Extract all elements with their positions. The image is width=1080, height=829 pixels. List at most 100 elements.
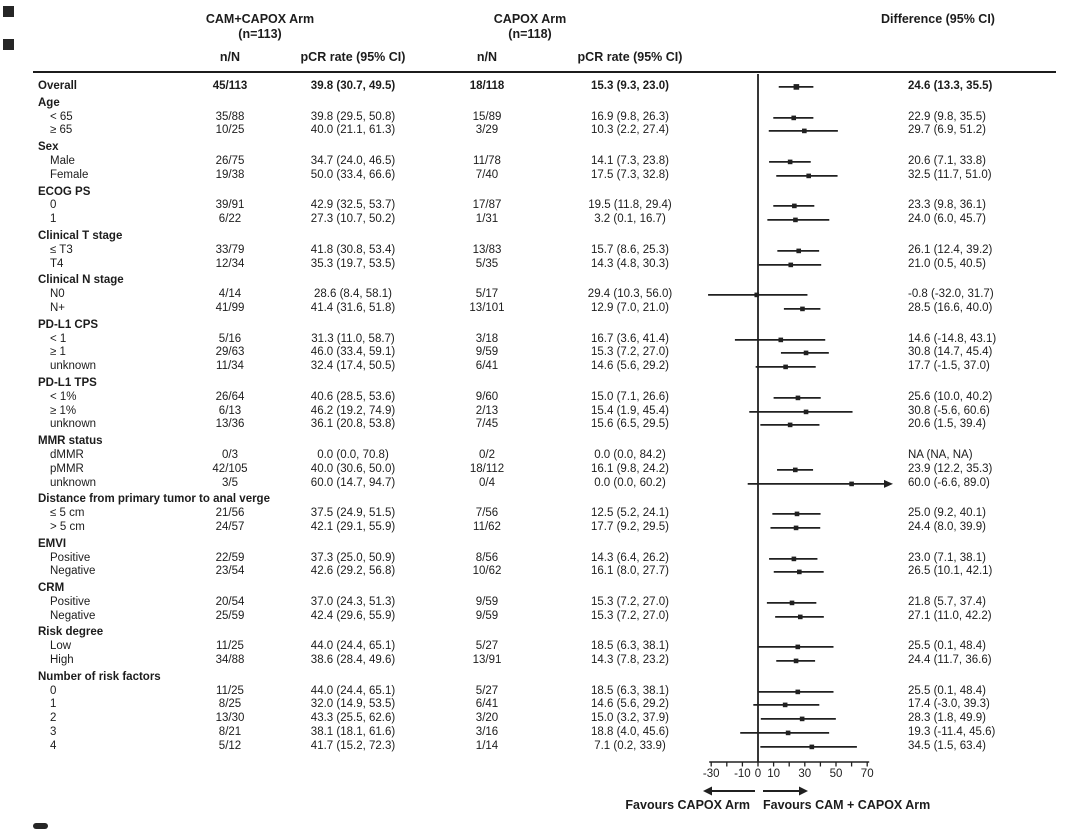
arm1-pcr-rate: 44.0 (24.4, 65.1) [310, 640, 396, 653]
data-row: unknown 3/5 60.0 (14.7, 94.7) 0/4 0.0 (0.0, … [0, 477, 1080, 491]
row-label: unknown [50, 418, 97, 431]
arm1-n-over-N: 20/54 [215, 595, 245, 608]
point-estimate-marker [797, 614, 803, 620]
arm2-pcr-rate: 10.3 (2.2, 27.4) [591, 124, 669, 137]
data-row: 3 8/21 38.1 (18.1, 61.6) 3/16 18.8 (4.0, 45.… [0, 726, 1080, 740]
point-estimate-marker [788, 262, 794, 268]
difference-value: 19.3 (-11.4, 45.6) [908, 726, 996, 739]
ci-clip-arrow [884, 479, 893, 488]
row-label: 3 [50, 726, 57, 739]
difference-value: 20.6 (1.5, 39.4) [908, 418, 986, 431]
row-label: < 65 [50, 110, 73, 123]
axis-tick-label: 0 [755, 768, 761, 780]
data-row: Negative 25/59 42.4 (29.6, 55.9) 9/59 15.3 (… [0, 610, 1080, 624]
data-row: N+ 41/99 41.4 (31.6, 51.8) 13/101 12.9 (7.0,… [0, 302, 1080, 316]
arm2-pcr-rate: 16.7 (3.6, 41.4) [591, 332, 669, 345]
arm2-n-over-N: 15/89 [472, 110, 502, 123]
arm1-pcr-rate: 35.3 (19.7, 53.5) [310, 257, 396, 270]
arm2-pcr-rate: 14.6 (5.6, 29.2) [591, 698, 669, 711]
row-label: < 1 [50, 332, 67, 345]
data-row: Male 26/75 34.7 (24.0, 46.5) 11/78 14.1 (7.3… [0, 155, 1080, 169]
arm1-n-over-N: 11/25 [216, 640, 244, 653]
point-estimate-marker [795, 644, 801, 650]
point-estimate-marker [794, 511, 800, 517]
arm2-pcr-rate: 15.0 (7.1, 26.6) [591, 390, 669, 403]
data-row: 2 13/30 43.3 (25.5, 62.6) 3/20 15.0 (3.2, 37… [0, 712, 1080, 726]
data-row: Positive 22/59 37.3 (25.0, 50.9) 8/56 14.3 (… [0, 552, 1080, 566]
point-estimate-marker [792, 203, 797, 209]
arm2-title: CAPOX Arm [493, 12, 567, 26]
data-row: ≤ 5 cm 21/56 37.5 (24.9, 51.5) 7/56 12.5 (5.… [0, 507, 1080, 521]
data-row: dMMR 0/3 0.0 (0.0, 70.8) 0/2 0.0 (0.0, 84.2)… [0, 449, 1080, 463]
arm2-pcr-rate: 15.6 (6.5, 29.5) [591, 418, 669, 431]
favours-right-arrowhead [799, 786, 808, 796]
point-estimate-marker [792, 467, 798, 473]
column-header-nN-arm1: n/N [219, 50, 241, 64]
arm1-header: CAM+CAPOX Arm (n=113) [180, 12, 340, 42]
row-label: 1 [50, 698, 57, 711]
row-label: 0 [50, 684, 57, 697]
point-estimate-marker [783, 364, 788, 370]
point-estimate-marker [787, 422, 793, 428]
arm1-pcr-rate: 41.8 (30.8, 53.4) [310, 243, 396, 256]
arm1-pcr-rate: 32.4 (17.4, 50.5) [310, 360, 396, 373]
arm2-n-over-N: 18/112 [469, 462, 505, 475]
arm2-n-over-N: 13/101 [469, 301, 505, 314]
arm2-n-over-N: 8/56 [475, 551, 499, 564]
difference-value: 17.7 (-1.5, 37.0) [908, 360, 990, 373]
subgroup-header-row: Number of risk factors [0, 671, 1080, 685]
data-row: 0 11/25 44.0 (24.4, 65.1) 5/27 18.5 (6.3, 38… [0, 685, 1080, 699]
point-estimate-marker [793, 217, 798, 223]
data-row: 4 5/12 41.7 (15.2, 72.3) 1/14 7.1 (0.2, 33.9… [0, 740, 1080, 754]
arm2-pcr-rate: 15.3 (7.2, 27.0) [591, 595, 669, 608]
favours-left-arrowhead [703, 786, 712, 796]
arm1-pcr-rate: 50.0 (33.4, 66.6) [310, 168, 396, 181]
row-label: N0 [50, 288, 65, 301]
arm1-title: CAM+CAPOX Arm [205, 12, 315, 26]
row-label: Low [50, 640, 72, 653]
arm2-pcr-rate: 16.1 (8.0, 27.7) [591, 565, 669, 578]
row-label: Negative [50, 565, 96, 578]
row-label: 1 [50, 213, 57, 226]
arm1-pcr-rate: 46.0 (33.4, 59.1) [310, 346, 396, 359]
difference-value: 26.1 (12.4, 39.2) [908, 243, 993, 256]
point-estimate-marker [782, 702, 788, 708]
data-row: ≥ 1% 6/13 46.2 (19.2, 74.9) 2/13 15.4 (1.9, … [0, 405, 1080, 419]
data-row: N0 4/14 28.6 (8.4, 58.1) 5/17 29.4 (10.3, 56… [0, 288, 1080, 302]
point-estimate-marker [787, 159, 793, 165]
row-label: ECOG PS [38, 185, 91, 198]
data-row: < 65 35/88 39.8 (29.5, 50.8) 15/89 16.9 (9.8… [0, 111, 1080, 125]
subgroup-header-row: PD-L1 CPS [0, 319, 1080, 333]
difference-value: 30.8 (14.7, 45.4) [908, 346, 993, 359]
data-row: Positive 20/54 37.0 (24.3, 51.3) 9/59 15.3 (… [0, 596, 1080, 610]
row-label: T4 [50, 257, 64, 270]
data-row: Negative 23/54 42.6 (29.2, 56.8) 10/62 16.1 … [0, 565, 1080, 579]
subgroup-header-row: Sex [0, 141, 1080, 155]
subgroup-header-row: ECOG PS [0, 186, 1080, 200]
point-estimate-marker [785, 730, 791, 736]
axis-tick-label: -10 [734, 768, 751, 780]
arm1-n-over-N: 26/75 [215, 154, 245, 167]
row-label: CRM [38, 582, 65, 595]
point-estimate-marker [793, 84, 800, 90]
arm1-n-over-N: 11/34 [216, 360, 244, 373]
arm1-n-over-N: 10/25 [215, 124, 245, 137]
data-row: ≥ 1 29/63 46.0 (33.4, 59.1) 9/59 15.3 (7.2, … [0, 346, 1080, 360]
point-estimate-marker [806, 173, 811, 179]
difference-header: Difference (95% CI) [881, 12, 995, 26]
row-label: unknown [50, 360, 97, 373]
arm2-n-over-N: 7/40 [475, 168, 499, 181]
arm1-pcr-rate: 40.6 (28.5, 53.6) [310, 390, 396, 403]
arm2-pcr-rate: 12.5 (5.2, 24.1) [591, 507, 669, 520]
row-label: EMVI [38, 537, 67, 550]
difference-value: 25.6 (10.0, 40.2) [908, 390, 993, 403]
arm1-n-over-N: 29/63 [215, 346, 245, 359]
arm2-pcr-rate: 15.7 (8.6, 25.3) [591, 243, 669, 256]
arm1-n-over-N: 8/21 [218, 726, 242, 739]
arm2-n-over-N: 18/118 [469, 80, 505, 92]
arm1-pcr-rate: 40.0 (30.6, 50.0) [310, 462, 396, 475]
axis-tick-label: 70 [861, 768, 874, 780]
difference-value: 30.8 (-5.6, 60.6) [908, 404, 990, 417]
arm2-n-over-N: 3/18 [475, 332, 499, 345]
difference-value: NA (NA, NA) [908, 448, 973, 461]
